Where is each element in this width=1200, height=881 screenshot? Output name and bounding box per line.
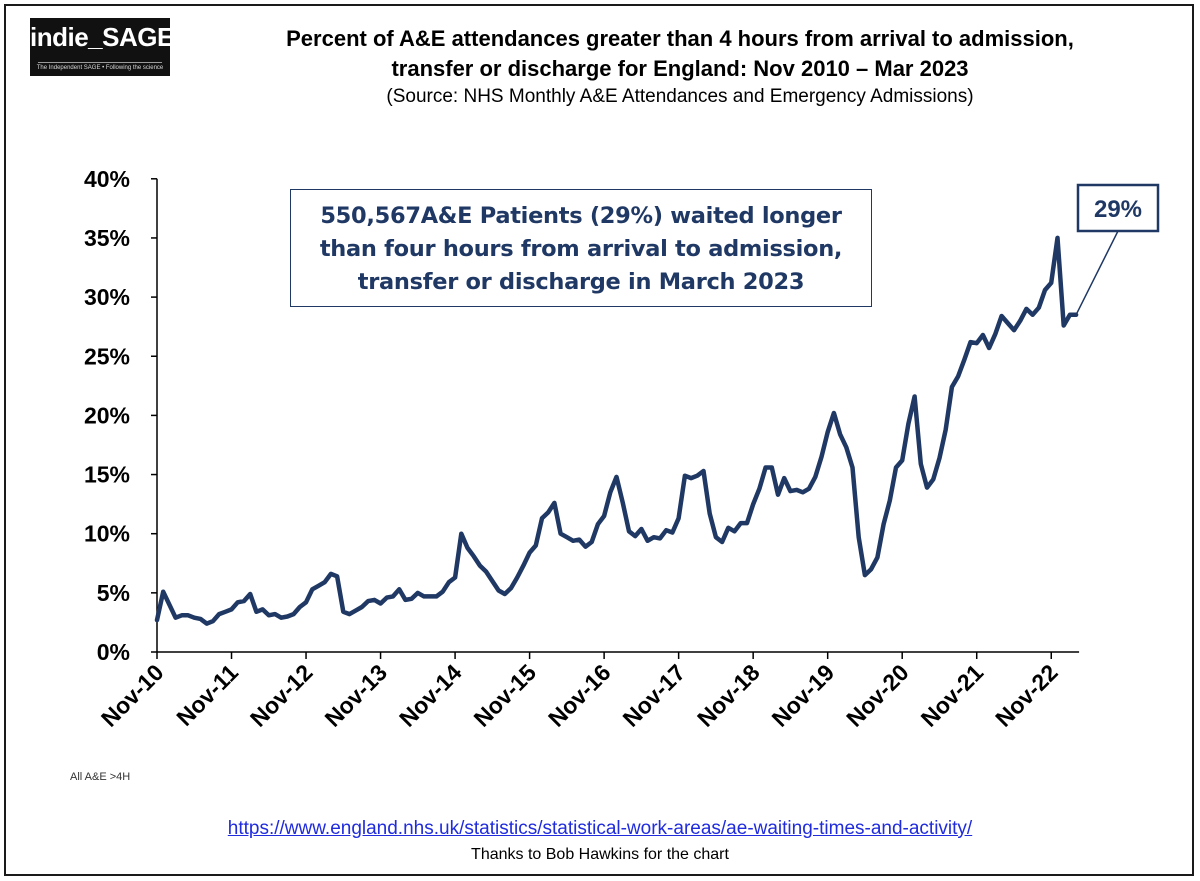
y-tick-label: 0% bbox=[97, 639, 130, 665]
y-tick-label: 15% bbox=[84, 462, 130, 488]
y-tick-label: 10% bbox=[84, 521, 130, 547]
x-tick-label: Nov-12 bbox=[245, 659, 318, 732]
callout-line2: than four hours from arrival to admissio… bbox=[319, 236, 843, 262]
series-line bbox=[154, 235, 1079, 626]
source-link[interactable]: https://www.england.nhs.uk/statistics/st… bbox=[227, 818, 973, 839]
series-note: All A&E >4H bbox=[70, 771, 131, 783]
y-axis: 0% 5% 10% 15% 20% 25% 30% 35% 40% bbox=[84, 166, 158, 665]
x-tick-label: Nov-14 bbox=[394, 659, 467, 732]
plot-area: 29% bbox=[154, 183, 1160, 626]
y-tick-label: 40% bbox=[84, 166, 130, 192]
x-tick-label: Nov-20 bbox=[841, 659, 914, 732]
chart-title-line2: transfer or discharge for England: Nov 2… bbox=[391, 56, 969, 81]
logo-text: indie_SAGE bbox=[30, 22, 174, 52]
logo-tagline: The Independent SAGE • Following the sci… bbox=[36, 65, 164, 71]
y-tick-label: 5% bbox=[97, 580, 130, 606]
y-tick-label: 20% bbox=[84, 402, 130, 428]
x-tick-label: Nov-17 bbox=[618, 659, 691, 732]
x-tick-label: Nov-22 bbox=[990, 659, 1063, 732]
callout-line1: 550,567A&E Patients (29%) waited longer bbox=[320, 203, 842, 229]
x-axis: Nov-10 Nov-11 Nov-12 Nov-13 Nov-14 Nov-15 Nov-… bbox=[96, 651, 1080, 732]
x-tick-label: Nov-10 bbox=[96, 659, 169, 732]
callout-line3: transfer or discharge in March 2023 bbox=[357, 269, 805, 295]
x-tick-label: Nov-16 bbox=[543, 659, 616, 732]
x-tick-label: Nov-18 bbox=[692, 659, 765, 732]
last-value-box bbox=[1076, 183, 1160, 233]
x-tick-label: Nov-11 bbox=[171, 659, 243, 731]
last-value-leader bbox=[1075, 230, 1119, 316]
x-tick-label: Nov-13 bbox=[319, 659, 392, 732]
chart-source: (Source: NHS Monthly A&E Attendances and… bbox=[386, 86, 974, 107]
logo-rule bbox=[38, 62, 162, 63]
last-value-label: 29% bbox=[1094, 196, 1142, 223]
x-tick-label: Nov-15 bbox=[469, 659, 542, 732]
x-tick-label: Nov-21 bbox=[916, 659, 989, 732]
x-tick-label: Nov-19 bbox=[767, 659, 840, 732]
chart-title-line1: Percent of A&E attendances greater than … bbox=[286, 26, 1074, 51]
y-tick-label: 25% bbox=[84, 343, 130, 369]
y-tick-label: 35% bbox=[84, 225, 130, 251]
chart-frame bbox=[4, 4, 1194, 876]
callout-box: 550,567A&E Patients (29%) waited longer … bbox=[290, 189, 872, 307]
indie-sage-logo: indie_SAGE The Independent SAGE • Follow… bbox=[30, 18, 174, 76]
y-tick-label: 30% bbox=[84, 284, 130, 310]
credit-text: Thanks to Bob Hawkins for the chart bbox=[471, 846, 729, 863]
